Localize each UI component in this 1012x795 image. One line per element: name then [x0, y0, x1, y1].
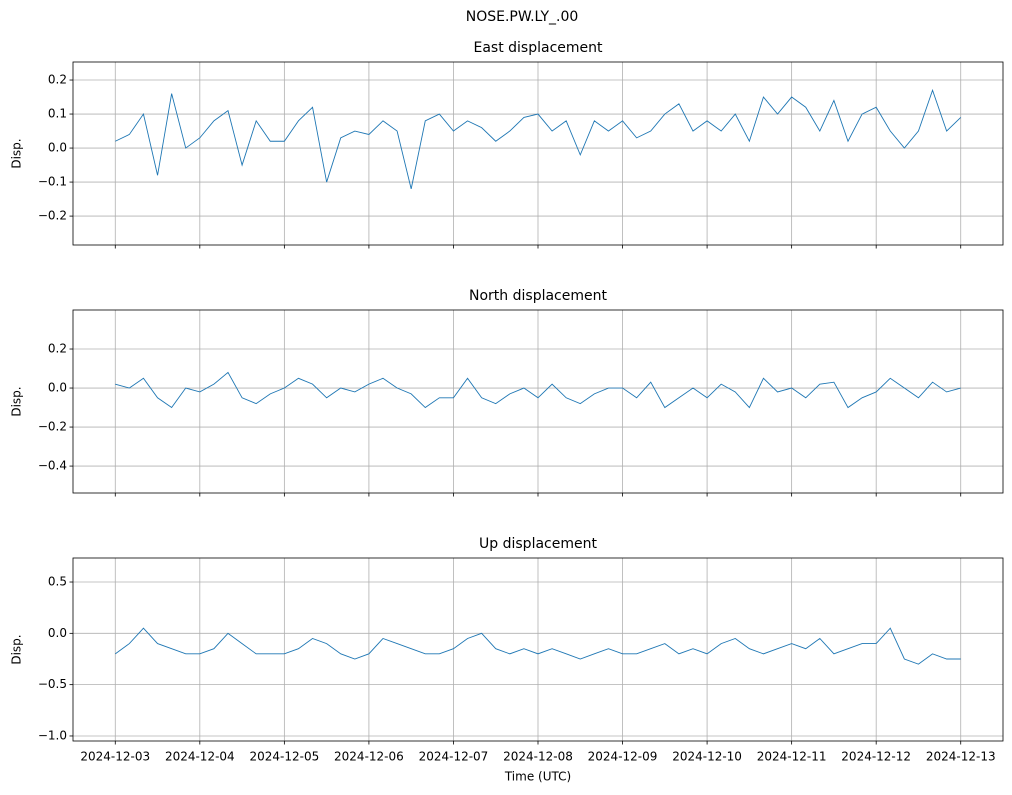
x-tick-label: 2024-12-03 — [80, 750, 150, 764]
data-line — [115, 371, 961, 409]
axes-frame — [72, 309, 1004, 494]
subplot-title: North displacement — [469, 288, 607, 304]
x-tick-label: 2024-12-07 — [419, 750, 489, 764]
y-tick-label: −0.2 — [38, 209, 67, 223]
x-tick-label: 2024-12-04 — [165, 750, 235, 764]
y-axis-label: Disp. — [10, 138, 24, 168]
data-line — [115, 627, 961, 665]
y-tick-label: 0.2 — [48, 73, 67, 87]
x-tick-label: 2024-12-09 — [588, 750, 658, 764]
y-tick-label: −0.4 — [38, 459, 67, 473]
x-tick-label: 2024-12-06 — [334, 750, 404, 764]
y-tick-label: −0.5 — [38, 677, 67, 691]
y-axis-label: Disp. — [10, 386, 24, 416]
x-tick-label: 2024-12-08 — [503, 750, 573, 764]
y-tick-label: 0.2 — [48, 342, 67, 356]
y-tick-label: −1.0 — [38, 728, 67, 742]
x-tick-label: 2024-12-13 — [926, 750, 996, 764]
x-tick-label: 2024-12-10 — [672, 750, 742, 764]
y-tick-label: 0.1 — [48, 107, 67, 121]
subplot-title: East displacement — [473, 40, 603, 56]
y-tick-label: −0.1 — [38, 175, 67, 189]
x-tick-label: 2024-12-12 — [841, 750, 911, 764]
axes-frame — [72, 557, 1004, 742]
y-axis-label: Disp. — [10, 634, 24, 664]
figure-title: NOSE.PW.LY_.00 — [466, 9, 579, 25]
y-tick-label: 0.0 — [48, 626, 67, 640]
y-tick-label: 0.0 — [48, 141, 67, 155]
y-tick-label: 0.5 — [48, 575, 67, 589]
x-tick-label: 2024-12-05 — [249, 750, 319, 764]
data-line — [115, 88, 962, 189]
y-tick-label: −0.2 — [38, 420, 67, 434]
axes-frame — [72, 61, 1004, 246]
x-axis-label: Time (UTC) — [504, 770, 571, 784]
subplot-title: Up displacement — [479, 536, 597, 552]
y-tick-label: 0.0 — [48, 381, 67, 395]
x-tick-label: 2024-12-11 — [757, 750, 827, 764]
